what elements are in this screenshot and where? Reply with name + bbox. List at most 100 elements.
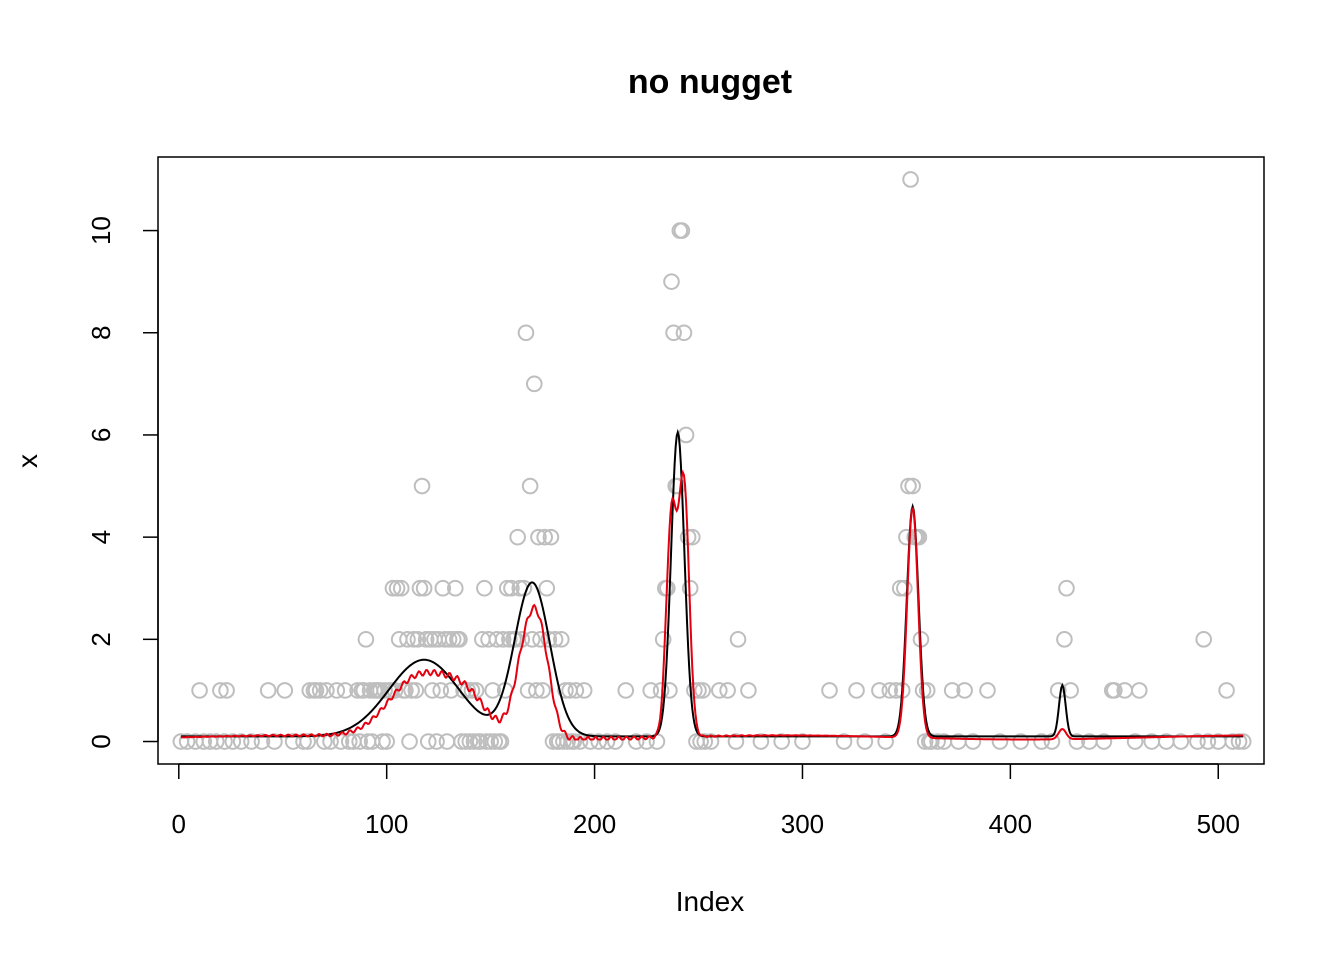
data-point (553, 631, 570, 648)
data-point (856, 733, 874, 750)
data-point (232, 733, 250, 750)
data-point (665, 324, 682, 342)
data-point (301, 682, 319, 699)
data-point (1068, 733, 1086, 750)
data-point (336, 682, 354, 699)
data-point (357, 631, 375, 648)
y-tick-label: 0 (86, 734, 116, 748)
data-point (384, 579, 402, 597)
data-point (898, 528, 915, 546)
data-point (536, 528, 553, 546)
x-tick-label: 400 (989, 809, 1032, 839)
data-point (465, 733, 483, 750)
data-point (488, 631, 506, 648)
data-point (299, 733, 316, 750)
y-tick-label: 4 (86, 530, 116, 544)
data-point (212, 682, 229, 699)
data-point (415, 579, 433, 597)
data-point (571, 733, 589, 750)
data-point (482, 733, 499, 750)
data-point (557, 682, 574, 699)
data-point (929, 733, 946, 750)
data-point (492, 733, 510, 750)
chart-title: no nugget (628, 63, 792, 101)
data-point (702, 733, 720, 750)
data-point (542, 528, 560, 546)
x-tick-label: 500 (1197, 809, 1240, 839)
data-point (598, 733, 616, 750)
x-tick-label: 200 (573, 809, 616, 839)
data-point (417, 631, 435, 648)
data-point (424, 682, 441, 699)
data-point (1056, 631, 1073, 648)
data-point (902, 171, 919, 188)
data-point (276, 682, 294, 699)
data-point (654, 631, 672, 648)
data-point (534, 682, 551, 699)
data-point (409, 631, 427, 648)
y-tick-label: 6 (86, 428, 116, 442)
y-axis-label: x (12, 454, 43, 468)
data-point (1230, 733, 1248, 750)
data-point (444, 631, 462, 648)
data-point (991, 733, 1009, 750)
data-point (411, 579, 429, 597)
data-point (328, 682, 346, 699)
data-point (918, 682, 936, 699)
y-axis: 0 2 4 6 8 10 (86, 216, 159, 749)
data-point (530, 528, 547, 546)
data-point (794, 733, 811, 750)
data-point (1172, 733, 1190, 750)
data-point (432, 682, 450, 699)
data-point (752, 733, 770, 750)
data-point (224, 733, 242, 750)
data-point (1195, 631, 1213, 648)
data-point (881, 682, 899, 699)
data-point (243, 733, 260, 750)
data-point (943, 682, 961, 699)
data-point (1189, 733, 1206, 750)
data-point (1012, 733, 1030, 750)
data-point (696, 733, 714, 750)
data-point (627, 733, 645, 750)
data-point (964, 733, 982, 750)
data-point (307, 682, 325, 699)
data-point (555, 733, 572, 750)
data-point (318, 682, 335, 699)
data-point (848, 682, 865, 699)
data-point (694, 682, 711, 699)
data-point (311, 682, 329, 699)
data-point (378, 733, 395, 750)
data-point (835, 733, 853, 750)
data-point (207, 733, 225, 750)
data-point (419, 733, 437, 750)
data-point (388, 579, 406, 597)
data-point (390, 631, 408, 648)
data-point (1106, 682, 1123, 699)
data-point (711, 682, 728, 699)
points-layer (172, 171, 1252, 750)
data-point (916, 733, 934, 750)
data-point (438, 733, 456, 750)
data-point (904, 477, 921, 495)
data-point (673, 222, 691, 239)
data-point (453, 733, 470, 750)
data-point (517, 324, 535, 342)
data-point (559, 733, 576, 750)
x-tick-label: 100 (365, 809, 408, 839)
data-point (528, 682, 545, 699)
data-point (575, 682, 593, 699)
data-point (253, 733, 271, 750)
data-point (1224, 733, 1242, 750)
data-point (195, 733, 213, 750)
fit-curve (180, 469, 1244, 741)
data-point (451, 631, 468, 648)
data-point (403, 682, 420, 699)
data-point (1043, 733, 1061, 750)
data-point (399, 631, 416, 648)
data-point (663, 273, 680, 290)
data-point (503, 579, 520, 597)
data-point (392, 579, 410, 597)
data-point (1095, 733, 1113, 750)
